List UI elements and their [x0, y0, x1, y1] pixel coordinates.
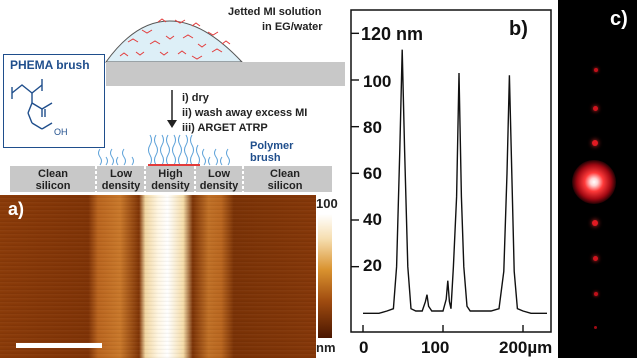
region-4-line1: Clean	[270, 168, 300, 180]
region-0-line1: Clean	[38, 168, 68, 180]
arrow-head	[167, 120, 177, 128]
step-2: ii) wash away excess MI	[182, 107, 308, 119]
colorbar	[318, 214, 332, 338]
region-label-low-left: Low density	[98, 168, 144, 192]
mi-molecules	[119, 18, 231, 60]
region-label-high: High density	[146, 168, 195, 192]
region-1-line2: density	[101, 180, 141, 192]
x-tick-label-0: 0	[359, 338, 369, 357]
colorbar-max: 100	[316, 196, 338, 211]
panel-c: c)	[558, 0, 637, 358]
y-tick-label-100: 100	[363, 72, 392, 91]
polymer-brushes	[98, 134, 230, 166]
polymer-line1: Polymer	[250, 140, 294, 152]
region-label-clean-left: Clean silicon	[18, 168, 88, 192]
panel-b-letter: b)	[509, 18, 528, 40]
region-3-line1: Low	[208, 168, 230, 180]
phema-title: PHEMA brush	[10, 58, 90, 72]
diffraction-spot	[592, 220, 598, 226]
y-tick-label-80: 80	[363, 118, 382, 137]
afm-texture	[0, 195, 316, 358]
oh-label: OH	[54, 127, 68, 137]
diffraction-spot	[593, 106, 598, 111]
x-tick-label-100: 100	[421, 338, 450, 357]
region-3-line2: density	[199, 180, 239, 192]
profile-series-line	[363, 49, 547, 314]
plot-frame	[350, 9, 552, 333]
y-unit-label: 120 nm	[361, 24, 424, 44]
height-profile-chart	[350, 9, 552, 333]
y-tick-marks	[351, 32, 359, 268]
region-1-line1: Low	[110, 168, 132, 180]
scale-bar	[16, 343, 102, 348]
x-tick-label-200: 200µm	[499, 338, 553, 357]
colorbar-unit: nm	[316, 340, 336, 355]
droplet	[105, 20, 244, 63]
y-tick-label-40: 40	[363, 210, 382, 229]
afm-image: a)	[0, 195, 316, 358]
region-4-line2: silicon	[267, 180, 303, 192]
bottom-substrate	[10, 166, 332, 192]
region-dividers	[95, 166, 244, 192]
phema-structure-icon	[11, 79, 53, 130]
central-beam-spot	[572, 160, 616, 204]
diffraction-spot	[594, 326, 597, 329]
schematic-svg	[10, 18, 352, 192]
jetted-line1: Jetted MI solution	[228, 6, 322, 18]
panel-c-letter: c)	[610, 8, 628, 30]
region-2-line2: density	[151, 180, 190, 192]
region-label-low-right: Low density	[196, 168, 242, 192]
polymer-brush-label: Polymer brush	[250, 140, 293, 164]
diffraction-spot	[592, 140, 598, 146]
diffraction-spot	[594, 68, 598, 72]
region-label-clean-right: Clean silicon	[250, 168, 320, 192]
phema-structure-box: PHEMA brush OH	[3, 54, 105, 148]
diffraction-spot	[594, 292, 598, 296]
polymer-line2: brush	[250, 152, 281, 164]
y-tick-label-60: 60	[363, 164, 382, 183]
region-2-line1: High	[158, 168, 183, 180]
step-3: iii) ARGET ATRP	[182, 122, 268, 134]
y-tick-label-20: 20	[363, 256, 382, 275]
panel-a-letter: a)	[8, 199, 25, 219]
panel-b: 120 nm b) 100 80 60 40 20 0 100 200µm	[345, 0, 557, 358]
diffraction-spot	[593, 256, 598, 261]
region-0-line2: silicon	[35, 180, 71, 192]
top-substrate	[106, 62, 352, 86]
panel-a: PHEMA brush OH Jetted MI solution in EG/…	[0, 6, 352, 358]
x-tick-marks	[362, 325, 524, 332]
step-1: i) dry	[182, 92, 209, 104]
jetted-line2: in EG/water	[262, 21, 323, 33]
